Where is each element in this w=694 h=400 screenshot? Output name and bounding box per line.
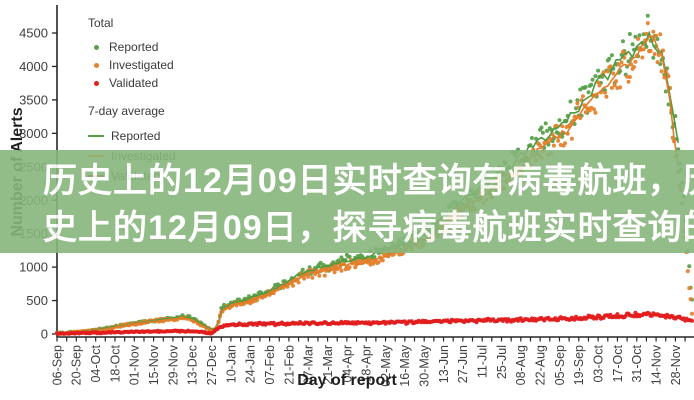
headline-line-2: 史上的12月09日，探寻病毒航班实时查询的 xyxy=(43,209,694,247)
svg-text:27-Dec: 27-Dec xyxy=(205,345,219,385)
svg-text:24-Jan: 24-Jan xyxy=(244,345,258,383)
svg-text:4000: 4000 xyxy=(19,59,48,74)
legend-item-total-investigated: Investigated xyxy=(88,56,176,74)
legend-item-avg-reported: Reported xyxy=(88,126,176,146)
svg-text:22-Aug: 22-Aug xyxy=(534,345,548,385)
svg-text:10-Jan: 10-Jan xyxy=(224,345,238,383)
svg-text:1000: 1000 xyxy=(19,260,48,275)
svg-text:07-Feb: 07-Feb xyxy=(263,345,277,385)
svg-text:3000: 3000 xyxy=(19,126,48,141)
svg-text:18-Oct: 18-Oct xyxy=(108,344,122,382)
svg-text:05-Sep: 05-Sep xyxy=(553,345,567,385)
svg-text:08-Aug: 08-Aug xyxy=(514,345,528,385)
svg-text:04-Apr: 04-Apr xyxy=(340,345,354,383)
legend-avg-title: 7-day average xyxy=(88,104,165,118)
svg-text:21-Mar: 21-Mar xyxy=(321,345,335,385)
svg-text:03-Oct: 03-Oct xyxy=(591,344,605,382)
legend-item-total-reported: Reported xyxy=(88,38,176,56)
legend-item-total-validated: Validated xyxy=(88,74,176,92)
svg-text:29-Nov: 29-Nov xyxy=(166,344,180,385)
svg-text:27-Jun: 27-Jun xyxy=(456,345,470,383)
headline-line-1: 历史上的12月09日实时查询有病毒航班，历 xyxy=(43,162,694,200)
validated-point-swatch xyxy=(94,80,99,86)
svg-text:500: 500 xyxy=(26,293,48,308)
svg-text:02-May: 02-May xyxy=(379,344,393,386)
svg-text:14-Nov: 14-Nov xyxy=(649,344,663,385)
headline-overlay-banner: 历史上的12月09日实时查询有病毒航班，历 史上的12月09日，探寻病毒航班实时… xyxy=(0,150,694,253)
legend-label: Validated xyxy=(109,76,159,90)
reported-point-swatch xyxy=(94,44,99,50)
legend-total-title: Total xyxy=(88,16,114,30)
svg-text:3500: 3500 xyxy=(19,92,48,107)
svg-text:04-Oct: 04-Oct xyxy=(89,344,103,382)
svg-text:01-Nov: 01-Nov xyxy=(128,344,142,385)
svg-text:15-Nov: 15-Nov xyxy=(147,344,161,385)
svg-text:4500: 4500 xyxy=(19,26,48,41)
legend-label: Investigated xyxy=(109,58,174,72)
svg-text:06-Sep: 06-Sep xyxy=(50,345,64,385)
svg-text:28-Nov: 28-Nov xyxy=(669,344,683,385)
svg-text:21-Feb: 21-Feb xyxy=(282,345,296,385)
svg-text:13-Dec: 13-Dec xyxy=(186,345,200,385)
svg-text:17-Oct: 17-Oct xyxy=(611,344,625,382)
reported-line-swatch xyxy=(88,135,104,137)
svg-text:20-Sep: 20-Sep xyxy=(70,345,84,385)
legend-label: Reported xyxy=(109,40,159,54)
svg-text:16-May: 16-May xyxy=(398,344,412,386)
svg-text:07-Mar: 07-Mar xyxy=(302,345,316,385)
svg-text:30-May: 30-May xyxy=(418,344,432,386)
svg-text:13-Jun: 13-Jun xyxy=(437,345,451,383)
svg-text:18-Apr: 18-Apr xyxy=(360,345,374,383)
investigated-point-swatch xyxy=(94,62,99,68)
svg-text:0: 0 xyxy=(41,327,48,342)
svg-text:31-Oct: 31-Oct xyxy=(630,344,644,382)
svg-text:19-Sep: 19-Sep xyxy=(572,345,586,385)
legend-label: Reported xyxy=(111,129,161,143)
svg-text:25-Jul: 25-Jul xyxy=(495,345,509,379)
x-axis-title: Day of report xyxy=(297,372,397,389)
svg-text:11-Jul: 11-Jul xyxy=(476,345,490,378)
